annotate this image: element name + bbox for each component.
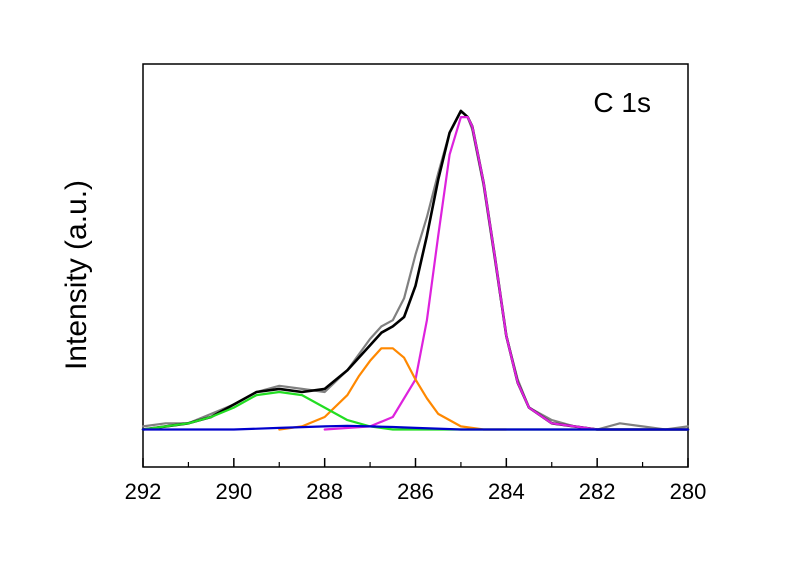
x-tick-label-6: 280 (670, 479, 707, 504)
series-line-0 (141, 109, 690, 431)
series-line-3 (278, 347, 508, 431)
y-axis-label: Intensity (a.u.) (60, 180, 93, 370)
series-line-5 (141, 424, 690, 431)
x-tick-label-1: 290 (215, 479, 252, 504)
series-line-2 (323, 116, 690, 431)
x-tick-label-4: 284 (488, 479, 525, 504)
x-tick-label-3: 286 (397, 479, 434, 504)
x-tick-label-0: 292 (125, 479, 162, 504)
peak-annotation: C 1s (593, 87, 651, 118)
series-line-1 (141, 109, 690, 431)
series-group (141, 109, 690, 431)
x-axis: 292 290 288 286 284 282 280 (125, 458, 707, 504)
x-tick-label-2: 288 (306, 479, 343, 504)
plot-frame (142, 63, 689, 468)
x-tick-label-5: 282 (579, 479, 616, 504)
series-line-4 (141, 390, 690, 431)
